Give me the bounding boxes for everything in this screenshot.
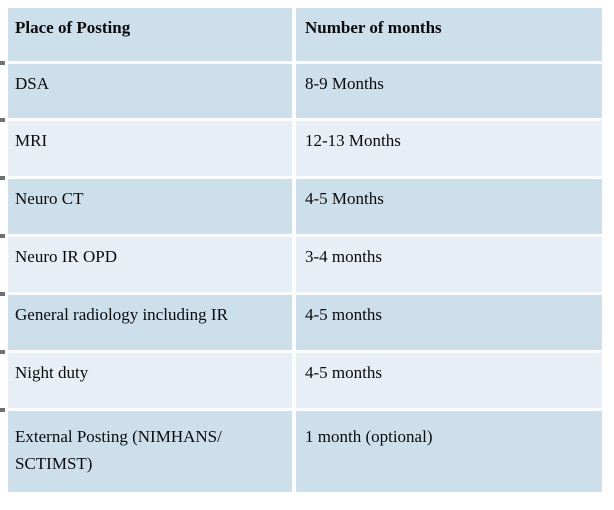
cell-number-of-months: 12-13 Months	[296, 121, 602, 176]
column-divider	[292, 237, 296, 292]
table-row: Neuro CT 4-5 Months	[0, 179, 602, 238]
cell-place-of-posting: DSA	[8, 64, 292, 118]
table-row: External Posting (NIMHANS/ SCTIMST) 1 mo…	[8, 411, 602, 492]
cell-number-of-months: 1 month (optional)	[296, 411, 602, 492]
table-row: Neuro IR OPD 3-4 months	[0, 237, 602, 296]
column-divider	[292, 8, 296, 61]
cell-place-of-posting: General radiology including IR	[8, 295, 292, 350]
cell-number-of-months: 8-9 Months	[296, 64, 602, 118]
cell-place-of-posting: Neuro IR OPD	[8, 237, 292, 292]
row-boundary-tick	[0, 61, 5, 65]
row-boundary-tick	[0, 350, 5, 354]
table-header-row: Place of Posting Number of months	[0, 8, 602, 65]
column-divider	[292, 64, 296, 118]
table-row: MRI 12-13 Months	[0, 121, 602, 180]
cell-number-of-months: 4-5 Months	[296, 179, 602, 234]
cell-place-of-posting: Neuro CT	[8, 179, 292, 234]
row-boundary-tick	[0, 408, 5, 412]
column-divider	[292, 295, 296, 350]
header-place-of-posting: Place of Posting	[8, 8, 292, 61]
cell-place-of-posting: Night duty	[8, 353, 292, 408]
table-row: Night duty 4-5 months	[0, 353, 602, 412]
row-boundary-tick	[0, 292, 5, 296]
table-row: General radiology including IR 4-5 month…	[0, 295, 602, 354]
postings-table: Place of Posting Number of months DSA 8-…	[0, 8, 602, 492]
column-divider	[292, 353, 296, 408]
column-divider	[292, 411, 296, 492]
row-boundary-tick	[0, 176, 5, 180]
column-divider	[292, 179, 296, 234]
cell-place-of-posting: MRI	[8, 121, 292, 176]
cell-number-of-months: 4-5 months	[296, 295, 602, 350]
table-row: DSA 8-9 Months	[0, 64, 602, 122]
row-boundary-tick	[0, 118, 5, 122]
header-number-of-months: Number of months	[296, 8, 602, 61]
cell-place-of-posting: External Posting (NIMHANS/ SCTIMST)	[8, 411, 292, 492]
cell-number-of-months: 3-4 months	[296, 237, 602, 292]
cell-number-of-months: 4-5 months	[296, 353, 602, 408]
row-boundary-tick	[0, 234, 5, 238]
column-divider	[292, 121, 296, 176]
